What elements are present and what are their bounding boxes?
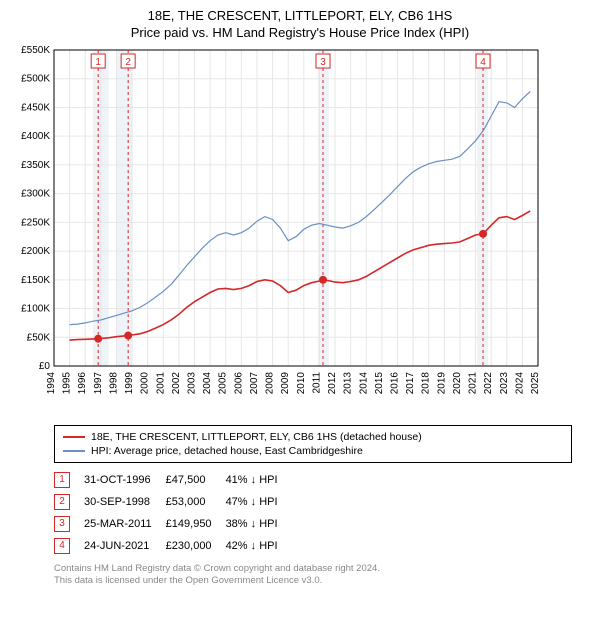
svg-text:1996: 1996 [77,372,88,395]
tx-pct: 42% ↓ HPI [226,535,292,557]
svg-text:£150K: £150K [21,275,50,286]
svg-text:2011: 2011 [311,372,322,394]
svg-text:£0: £0 [39,361,51,372]
line-chart: £0 £50K £100K £150K £200K £250K £300K £350K £400… [8,44,548,414]
svg-text:2014: 2014 [358,372,369,395]
svg-text:2013: 2013 [343,372,354,395]
svg-text:1999: 1999 [124,372,135,395]
svg-text:2016: 2016 [389,372,400,395]
svg-text:2005: 2005 [218,372,229,395]
svg-text:2017: 2017 [405,372,416,395]
tx-marker: 4 [54,538,70,554]
svg-text:2002: 2002 [171,372,182,395]
svg-text:£450K: £450K [21,102,50,113]
svg-text:£300K: £300K [21,189,50,200]
tx-date: 25-MAR-2011 [84,513,166,535]
tx-price: £47,500 [166,469,226,491]
svg-text:£200K: £200K [21,246,50,257]
svg-text:2015: 2015 [374,372,385,395]
svg-text:2008: 2008 [265,372,276,395]
svg-text:2021: 2021 [468,372,479,395]
legend-row-blue: HPI: Average price, detached house, East… [63,444,563,458]
legend-swatch-blue [63,450,85,452]
svg-text:2020: 2020 [452,372,463,395]
footer-line-1: Contains HM Land Registry data © Crown c… [54,563,572,575]
svg-text:2019: 2019 [436,372,447,395]
svg-text:2: 2 [125,57,131,68]
svg-text:2024: 2024 [514,372,525,395]
svg-text:2006: 2006 [233,372,244,395]
svg-text:2007: 2007 [249,372,260,395]
svg-text:2012: 2012 [327,372,338,395]
legend-label-blue: HPI: Average price, detached house, East… [91,445,363,457]
table-row: 4 24-JUN-2021£230,00042% ↓ HPI [54,535,292,557]
svg-text:2023: 2023 [499,372,510,395]
svg-text:£400K: £400K [21,131,50,142]
svg-text:1997: 1997 [93,372,104,395]
chart-title-block: 18E, THE CRESCENT, LITTLEPORT, ELY, CB6 … [8,8,592,40]
tx-pct: 38% ↓ HPI [226,513,292,535]
tx-marker: 2 [54,494,70,510]
svg-text:3: 3 [320,57,326,68]
svg-text:1994: 1994 [46,372,57,395]
tx-pct: 41% ↓ HPI [226,469,292,491]
legend: 18E, THE CRESCENT, LITTLEPORT, ELY, CB6 … [54,425,572,463]
tx-date: 31-OCT-1996 [84,469,166,491]
title-line-2: Price paid vs. HM Land Registry's House … [8,25,592,40]
svg-text:2018: 2018 [421,372,432,395]
transactions-table: 1 31-OCT-1996£47,50041% ↓ HPI 2 30-SEP-1998… [54,469,292,557]
svg-text:£500K: £500K [21,74,50,85]
svg-text:1: 1 [95,57,101,68]
svg-text:1998: 1998 [108,372,119,395]
svg-text:2001: 2001 [155,372,166,395]
tx-pct: 47% ↓ HPI [226,491,292,513]
legend-row-red: 18E, THE CRESCENT, LITTLEPORT, ELY, CB6 … [63,430,563,444]
svg-text:£250K: £250K [21,217,50,228]
svg-text:2010: 2010 [296,372,307,395]
svg-text:1995: 1995 [62,372,73,395]
title-line-1: 18E, THE CRESCENT, LITTLEPORT, ELY, CB6 … [8,8,592,23]
footer-note: Contains HM Land Registry data © Crown c… [54,563,572,588]
tx-marker: 1 [54,472,70,488]
svg-text:2025: 2025 [530,372,541,395]
svg-text:£100K: £100K [21,304,50,315]
svg-text:2009: 2009 [280,372,291,395]
tx-price: £230,000 [166,535,226,557]
svg-text:2000: 2000 [140,372,151,395]
svg-text:2004: 2004 [202,372,213,395]
svg-text:£550K: £550K [21,45,50,56]
chart-area: £0 £50K £100K £150K £200K £250K £300K £350K £400… [8,44,592,419]
legend-swatch-red [63,436,85,438]
tx-price: £53,000 [166,491,226,513]
table-row: 1 31-OCT-1996£47,50041% ↓ HPI [54,469,292,491]
tx-date: 24-JUN-2021 [84,535,166,557]
footer-line-2: This data is licensed under the Open Gov… [54,575,572,587]
tx-marker: 3 [54,516,70,532]
svg-text:4: 4 [480,57,486,68]
svg-text:2022: 2022 [483,372,494,395]
tx-date: 30-SEP-1998 [84,491,166,513]
svg-text:2003: 2003 [187,372,198,395]
legend-label-red: 18E, THE CRESCENT, LITTLEPORT, ELY, CB6 … [91,431,422,443]
table-row: 2 30-SEP-1998£53,00047% ↓ HPI [54,491,292,513]
table-row: 3 25-MAR-2011£149,95038% ↓ HPI [54,513,292,535]
svg-text:£350K: £350K [21,160,50,171]
tx-price: £149,950 [166,513,226,535]
svg-text:£50K: £50K [27,332,51,343]
